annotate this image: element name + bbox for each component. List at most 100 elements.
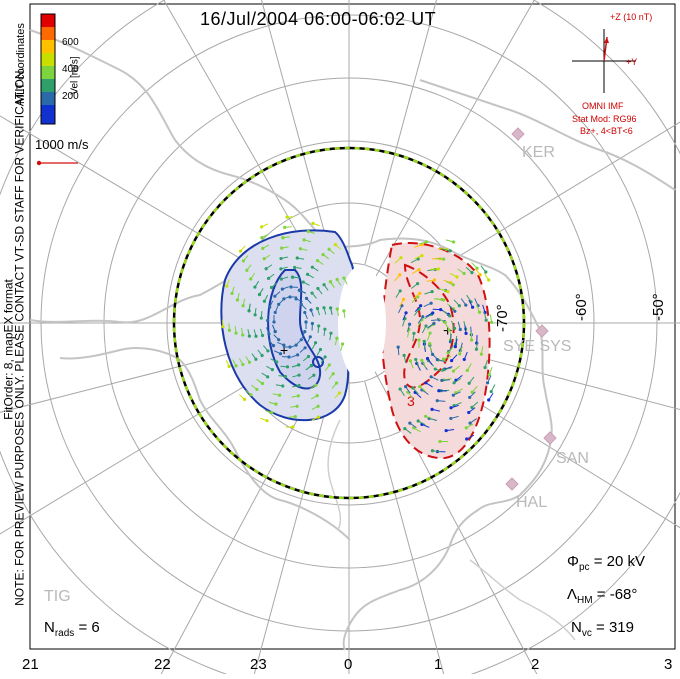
velocity-vector-origin [248, 361, 251, 364]
velocity-vector-origin [431, 449, 434, 452]
velocity-vector-origin [416, 282, 419, 285]
velocity-vector-origin [266, 375, 269, 378]
velocity-vector-origin [311, 266, 314, 269]
velocity-vector-origin [336, 278, 339, 281]
nrads-value: = 6 [78, 619, 99, 636]
lambda-sub: HM [577, 595, 593, 606]
velocity-vector-origin [304, 346, 307, 349]
velocity-vector-origin [254, 358, 257, 361]
velocity-vector-origin [291, 425, 294, 428]
velocity-vector-origin [338, 391, 341, 394]
velocity-vector-origin [279, 267, 282, 270]
velocity-vector-origin [424, 381, 427, 384]
velocity-vector-origin [418, 292, 421, 295]
velocity-vector-origin [255, 388, 258, 391]
velocity-vector-origin [458, 304, 461, 307]
velocity-vector-origin [282, 343, 285, 346]
velocity-vector-origin [423, 340, 426, 343]
colorbar [41, 14, 55, 124]
velocity-vector-origin [436, 358, 439, 361]
lambda-symbol: Λ [567, 586, 577, 603]
velocity-vector-origin [420, 254, 423, 257]
velocity-vector-origin [417, 268, 420, 271]
velocity-vector-origin [470, 406, 473, 409]
velocity-vector-origin [449, 249, 452, 252]
velocity-vector-origin [300, 303, 303, 306]
velocity-vector-origin [421, 315, 424, 318]
velocity-vector-origin [453, 327, 456, 330]
velocity-vector-origin [323, 355, 326, 358]
velocity-vector-origin [480, 353, 483, 356]
imf-y-label: +Y [626, 57, 637, 67]
colorbar-title: MLT coordinates [15, 0, 27, 104]
velocity-vector-origin [260, 236, 263, 239]
velocity-vector-origin [305, 297, 308, 300]
velocity-vector-origin [274, 330, 277, 333]
velocity-vector-origin [468, 382, 471, 385]
velocity-vector-origin [296, 353, 299, 356]
site-tig-label: TIG [44, 588, 71, 606]
site-ker-label: KER [522, 144, 555, 162]
velocity-vector-origin [247, 309, 250, 312]
velocity-vector-origin [469, 422, 472, 425]
velocity-vector-origin [454, 345, 457, 348]
velocity-vector-origin [268, 306, 271, 309]
pole-marker [342, 318, 352, 328]
velocity-vector-origin [261, 382, 264, 385]
velocity-vector-origin [449, 406, 452, 409]
velocity-vector-origin [254, 335, 257, 338]
velocity-vector-origin [286, 365, 289, 368]
velocity-vector-origin [432, 322, 435, 325]
velocity-vector-origin [263, 300, 266, 303]
velocity-vector-origin [449, 417, 452, 420]
mlt-tick-21: 21 [22, 656, 39, 673]
velocity-vector-origin [297, 384, 300, 387]
velocity-vector-origin [284, 375, 287, 378]
velocity-vector-origin [261, 247, 264, 250]
velocity-vector-origin [470, 338, 473, 341]
velocity-vector-origin [280, 247, 283, 250]
velocity-vector-origin [302, 238, 305, 241]
velocity-vector-origin [310, 364, 313, 367]
velocity-vector-origin [425, 240, 428, 243]
velocity-vector-origin [249, 277, 252, 280]
velocity-vector-origin [458, 352, 461, 355]
velocity-vector-origin [293, 266, 296, 269]
velocity-vector-origin [225, 284, 228, 287]
velocity-vector-origin [403, 354, 406, 357]
nvc-symbol: N [571, 619, 582, 636]
velocity-vector-origin [327, 248, 330, 251]
velocity-vector-origin [280, 277, 283, 280]
velocity-vector-origin [463, 358, 466, 361]
velocity-vector-origin [296, 256, 299, 259]
velocity-vector-origin [266, 349, 269, 352]
velocity-vector-origin [437, 389, 440, 392]
velocity-vector-origin [403, 427, 406, 430]
velocity-vector-origin [448, 314, 451, 317]
velocity-vector-origin [433, 278, 436, 281]
velocity-vector-origin [316, 307, 319, 310]
velocity-vector-origin [328, 363, 331, 366]
velocity-vector-origin [310, 291, 313, 294]
velocity-vector-origin [316, 287, 319, 290]
velocity-vector-origin [317, 324, 320, 327]
map-title: 16/Jul/2004 06:00-06:02 UT [200, 9, 436, 30]
velocity-vector-origin [243, 398, 246, 401]
velocity-vector-origin [411, 386, 414, 389]
velocity-vector-origin [336, 307, 339, 310]
velocity-vector-origin [253, 285, 256, 288]
mlt-tick-0: 0 [344, 656, 352, 673]
velocity-vector-origin [258, 293, 261, 296]
velocity-vector-origin [335, 337, 338, 340]
velocity-vector-origin [445, 429, 448, 432]
velocity-vector-origin [281, 384, 284, 387]
nrads-sub: rads [55, 628, 74, 639]
positive-cell [382, 243, 490, 458]
velocity-vector-origin [417, 419, 420, 422]
velocity-vector-origin [418, 385, 421, 388]
velocity-vector-origin [289, 285, 292, 288]
velocity-vector-origin [317, 416, 320, 419]
velocity-vector-origin [466, 369, 469, 372]
velocity-vector-origin [486, 381, 489, 384]
nrads-stat: Nrads = 6 [44, 619, 100, 639]
